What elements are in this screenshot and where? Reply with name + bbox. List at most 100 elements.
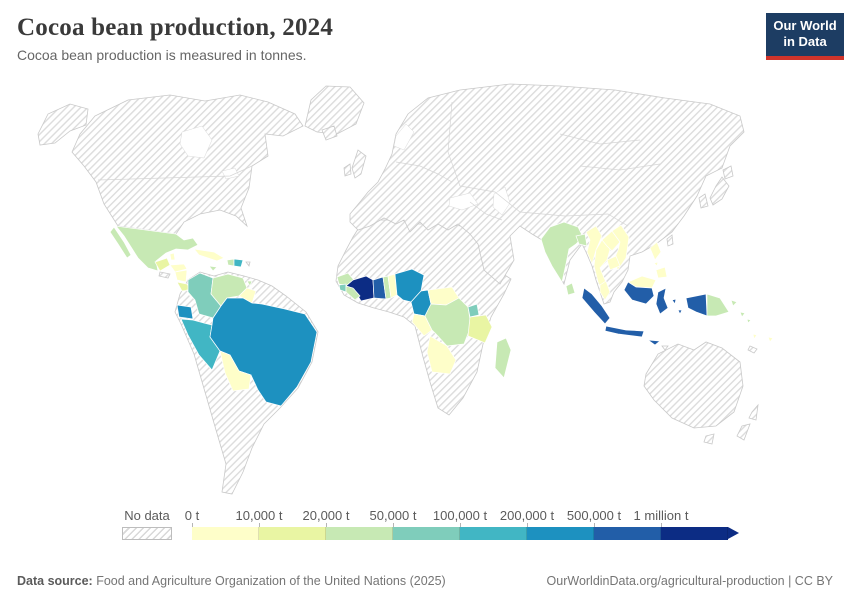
internal-borders: [97, 101, 661, 227]
country-myanmar[interactable]: [585, 225, 603, 266]
country-indonesia-java[interactable]: [604, 325, 645, 338]
nodata-japan: [709, 176, 730, 206]
country-philippines-visayas[interactable]: [653, 261, 659, 267]
country-bangladesh[interactable]: [575, 233, 588, 247]
country-haiti[interactable]: [226, 258, 235, 267]
legend-nodata-swatch[interactable]: [122, 527, 172, 540]
country-ecuador[interactable]: [176, 304, 194, 320]
nodata-timor: [661, 345, 669, 351]
country-vanuatu[interactable]: [752, 333, 758, 340]
country-philippines-mindanao[interactable]: [655, 266, 668, 279]
country-indonesia-sulawesi[interactable]: [655, 287, 669, 315]
country-liberia[interactable]: [345, 285, 361, 301]
owid-link[interactable]: OurWorldinData.org/agricultural-producti…: [546, 574, 833, 588]
country-uganda[interactable]: [467, 303, 480, 318]
country-philippines-luzon[interactable]: [649, 241, 662, 261]
country-indonesia-sumatra[interactable]: [581, 287, 611, 325]
nodata-iceland: [321, 125, 338, 141]
legend-tick-mark: [594, 523, 595, 527]
world-map: [0, 74, 850, 504]
country-malaysia-peninsular[interactable]: [599, 280, 611, 301]
legend-bin-5[interactable]: [527, 527, 594, 540]
country-png-new-britain[interactable]: [730, 299, 738, 307]
black-sea: [448, 192, 479, 211]
nodata-hokkaido: [722, 165, 734, 180]
owid-logo-line1: Our World: [773, 18, 837, 33]
country-india[interactable]: [540, 221, 584, 283]
legend-nodata-label: No data: [124, 508, 170, 523]
country-sri-lanka[interactable]: [565, 282, 576, 296]
country-trinidad[interactable]: [246, 280, 253, 287]
chart-footer: Data source: Food and Agriculture Organi…: [0, 574, 850, 588]
country-cuba[interactable]: [193, 248, 225, 262]
legend-tick-mark: [192, 523, 193, 527]
country-angola[interactable]: [426, 335, 457, 375]
country-solomon-1[interactable]: [739, 311, 746, 318]
country-indonesia-lesser-sunda[interactable]: [646, 339, 661, 346]
legend-bin-labels: 0 t 10,000 t 20,000 t 50,000 t 100,000 t 200,…: [185, 508, 744, 527]
country-indonesia-papua[interactable]: [685, 293, 708, 317]
nodata-new-zealand-south: [736, 423, 751, 441]
nodata-taiwan: [666, 234, 674, 247]
country-indonesia-maluku1[interactable]: [671, 298, 677, 305]
nodata-tasmania: [703, 433, 715, 445]
country-fiji[interactable]: [767, 336, 774, 343]
country-honduras[interactable]: [169, 263, 188, 273]
legend-bin-2[interactable]: [326, 527, 393, 540]
baltic-sea: [393, 123, 415, 151]
country-mexico[interactable]: [115, 225, 199, 272]
country-jamaica[interactable]: [208, 265, 218, 272]
page-title: Cocoa bean production, 2024: [17, 14, 334, 41]
datasource-text: Data source: Food and Agriculture Organi…: [17, 574, 446, 588]
country-tanzania[interactable]: [467, 314, 493, 344]
nodata-new-zealand-north: [748, 403, 759, 421]
nodata-eurasia: [349, 83, 745, 305]
country-mexico-baja[interactable]: [109, 226, 132, 259]
legend-tick-label: 50,000 t: [369, 508, 417, 523]
legend-tick-label: 20,000 t: [302, 508, 350, 523]
owid-logo[interactable]: Our World in Data: [766, 13, 844, 60]
country-madagascar[interactable]: [494, 337, 512, 379]
country-belize[interactable]: [169, 252, 176, 261]
datasource-label: Data source:: [17, 574, 93, 588]
hudson-bay: [179, 125, 213, 159]
legend-tick-label: 10,000 t: [235, 508, 283, 523]
legend-bin-6[interactable]: [594, 527, 661, 540]
country-solomon-2[interactable]: [746, 318, 752, 324]
country-dominican-republic[interactable]: [233, 258, 244, 268]
nodata-puerto-rico: [245, 261, 251, 267]
country-bolivia[interactable]: [219, 350, 252, 392]
country-indonesia-maluku2[interactable]: [677, 309, 683, 315]
legend-tick-mark: [259, 523, 260, 527]
legend-tick-mark: [326, 523, 327, 527]
country-indonesia-kalimantan[interactable]: [623, 281, 655, 305]
country-png[interactable]: [706, 293, 730, 317]
nodata-korea: [698, 193, 709, 209]
owid-logo-line2: in Data: [783, 34, 827, 50]
legend-bin-7[interactable]: [661, 527, 728, 540]
legend-tick-label: 500,000 t: [566, 508, 622, 523]
country-nicaragua[interactable]: [174, 269, 188, 283]
legend-bin-0[interactable]: [192, 527, 259, 540]
legend-nodata-block[interactable]: No data: [122, 508, 172, 540]
legend-bins: 0 t 10,000 t 20,000 t 50,000 t 100,000 t 200,…: [185, 508, 744, 540]
map-legend: No data 0 t 10,000 t 20,000 t 50,000 t 100,0…: [122, 508, 850, 540]
nodata-australia: [643, 341, 744, 429]
legend-bin-1[interactable]: [259, 527, 326, 540]
legend-bin-4[interactable]: [460, 527, 527, 540]
legend-tick-mark: [527, 523, 528, 527]
nodata-ireland: [343, 163, 352, 177]
legend-tick-label: 1 million t: [633, 508, 689, 523]
legend-bin-3[interactable]: [393, 527, 460, 540]
legend-tick-label: 0 t: [184, 508, 200, 523]
country-cambodia[interactable]: [606, 255, 621, 271]
nodata-alaska: [37, 103, 89, 146]
country-brazil[interactable]: [209, 297, 318, 407]
country-drc[interactable]: [424, 297, 472, 347]
datasource-value: Food and Agriculture Organization of the…: [92, 574, 446, 588]
country-gabon-congo[interactable]: [411, 313, 433, 337]
country-sierra-leone[interactable]: [338, 283, 347, 293]
legend-tick-label: 200,000 t: [499, 508, 555, 523]
legend-tick-mark: [661, 523, 662, 527]
chart-header: Cocoa bean production, 2024 Cocoa bean p…: [0, 0, 850, 74]
